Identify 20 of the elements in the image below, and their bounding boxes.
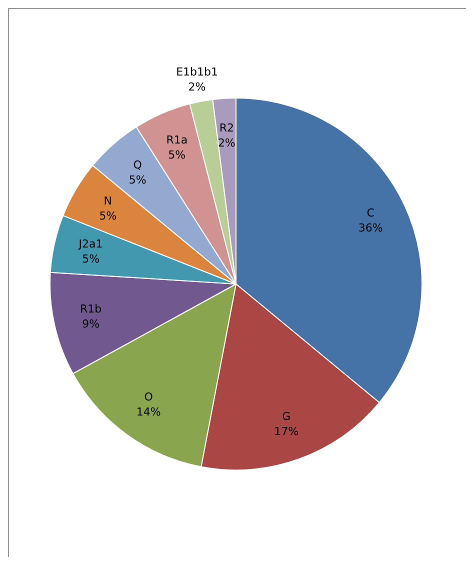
slice-label: N	[104, 194, 112, 208]
data-label: 9%	[82, 317, 100, 330]
slice-label: R1a	[166, 133, 188, 146]
data-label: 17%	[274, 425, 299, 438]
slice-label: C	[366, 206, 375, 220]
data-label: 5%	[99, 209, 117, 222]
slice-label: G	[282, 410, 291, 424]
data-label: 2%	[218, 136, 236, 150]
data-label: 2%	[188, 80, 206, 94]
slice-label: R1b	[80, 302, 102, 316]
slice-label: J2a1	[78, 238, 103, 251]
data-label: 5%	[168, 148, 186, 162]
slice-label: E1b1b1	[176, 66, 218, 79]
slice-label: Q	[133, 158, 142, 172]
slice-label: R2	[219, 121, 234, 134]
data-label: 5%	[128, 173, 146, 186]
slice-label: O	[144, 390, 154, 404]
data-label: 14%	[136, 405, 161, 418]
data-label: 36%	[358, 222, 383, 235]
data-label: 5%	[82, 252, 100, 266]
